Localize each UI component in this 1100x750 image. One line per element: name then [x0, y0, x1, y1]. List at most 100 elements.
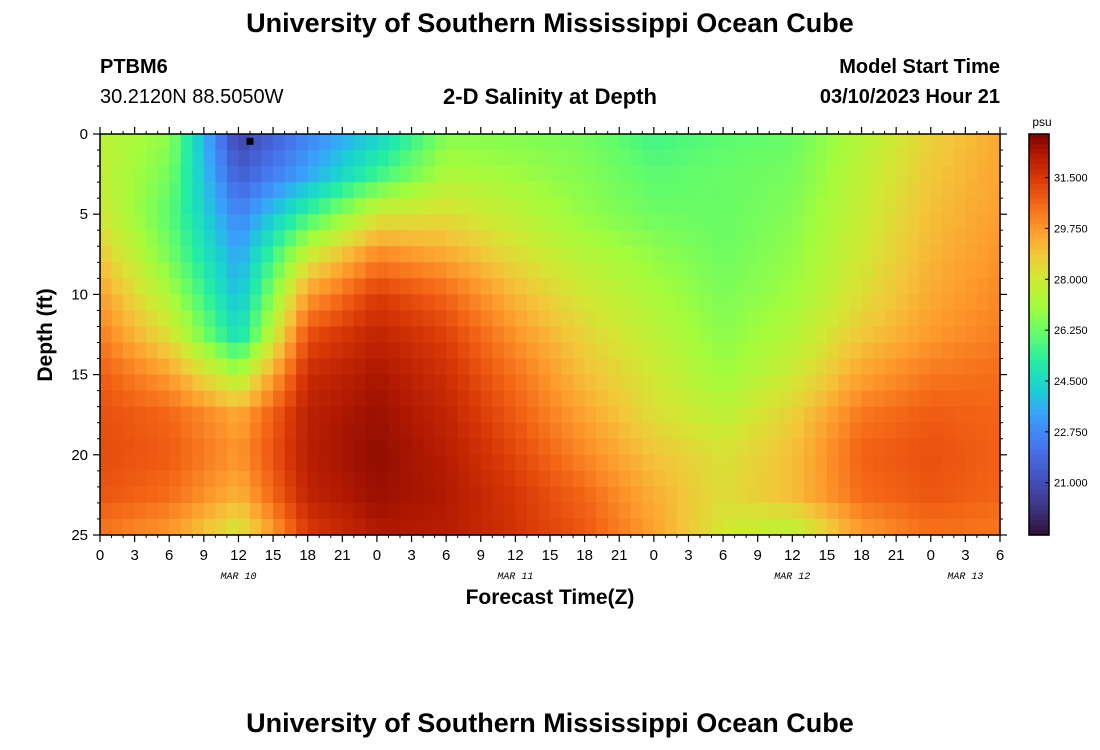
heatmap-cell [607, 390, 620, 408]
heatmap-cell [573, 470, 586, 488]
heatmap-cell [942, 438, 955, 456]
heatmap-cell [100, 278, 113, 295]
heatmap-cell [376, 310, 390, 328]
heatmap-cell [492, 310, 505, 328]
heatmap-cell [965, 166, 978, 183]
heatmap-cell [653, 342, 666, 360]
heatmap-cell [584, 422, 597, 440]
heatmap-cell [469, 390, 482, 408]
heatmap-cell [769, 470, 782, 488]
heatmap-cell [330, 470, 343, 488]
heatmap-cell [619, 518, 632, 536]
heatmap-cell [550, 486, 563, 504]
heatmap-cell [826, 518, 840, 536]
heatmap-cell [261, 518, 274, 536]
heatmap-cell [296, 262, 309, 279]
heatmap-cell [400, 310, 413, 328]
heatmap-cell [746, 486, 759, 504]
heatmap-cell [676, 454, 690, 472]
heatmap-cell [665, 518, 678, 536]
x-tick-label: 18 [576, 547, 593, 564]
heatmap-cell [423, 406, 436, 424]
heatmap-cell [284, 438, 297, 456]
heatmap-cell [353, 422, 366, 440]
heatmap-cell [307, 342, 320, 360]
heatmap-cell [873, 486, 886, 504]
heatmap-cell [907, 326, 920, 344]
heatmap-cell [319, 134, 332, 151]
colorbar-segment [1029, 289, 1049, 295]
heatmap-cell [596, 406, 609, 424]
heatmap-cell [550, 278, 563, 295]
heatmap-cell [365, 278, 378, 295]
heatmap-cell [838, 150, 851, 167]
heatmap-cell [965, 214, 978, 231]
heatmap-cell [446, 454, 459, 472]
heatmap-cell [769, 454, 782, 472]
x-tick-label: 9 [477, 547, 485, 564]
colorbar-segment [1029, 294, 1049, 301]
heatmap-cell [919, 326, 932, 344]
heatmap-cell [873, 134, 886, 151]
colorbar-segment [1029, 199, 1049, 205]
heatmap-cell [769, 214, 782, 231]
heatmap-cell [953, 182, 966, 199]
heatmap-cell [642, 246, 655, 263]
heatmap-cell [134, 342, 147, 360]
heatmap-cell [780, 262, 793, 279]
heatmap-cell [538, 246, 551, 263]
heatmap-cell [296, 454, 309, 472]
heatmap-cell [365, 150, 378, 167]
heatmap-cell [538, 342, 551, 360]
heatmap-cell [330, 406, 343, 424]
colorbar-segment [1029, 224, 1049, 230]
heatmap-cell [296, 374, 309, 392]
heatmap-cell [192, 294, 205, 312]
heatmap-cell [503, 486, 516, 504]
x-tick-label: 0 [650, 547, 658, 564]
x-tick-label: 15 [542, 547, 559, 564]
heatmap-cell [261, 390, 274, 408]
heatmap-cell [238, 518, 251, 536]
heatmap-cell [665, 198, 678, 215]
heatmap-cell [446, 326, 459, 344]
heatmap-cell [676, 166, 690, 183]
heatmap-cell [850, 246, 863, 263]
heatmap-cell [815, 166, 828, 183]
heatmap-cell [307, 182, 320, 199]
heatmap-cell [307, 422, 320, 440]
heatmap-cell [238, 486, 251, 504]
x-tick-label: 21 [611, 547, 628, 564]
heatmap-cell [653, 486, 666, 504]
heatmap-cell [388, 198, 401, 215]
heatmap-cell [134, 134, 147, 151]
heatmap-cell [111, 198, 124, 215]
heatmap-cell [503, 166, 516, 183]
colorbar-segment [1029, 429, 1049, 436]
heatmap-cell [273, 310, 286, 328]
heatmap-cell [930, 486, 943, 504]
heatmap-cell [573, 454, 586, 472]
heatmap-cell [342, 214, 355, 231]
model-start-value: 03/10/2023 Hour 21 [819, 86, 1000, 108]
heatmap-cell [123, 166, 136, 183]
heatmap-cell [353, 310, 366, 328]
heatmap-cell [757, 518, 770, 536]
colorbar-segment [1029, 264, 1049, 270]
colorbar-tick-label: 26.250 [1054, 325, 1088, 337]
heatmap-cell [734, 134, 747, 151]
heatmap-cell [215, 438, 228, 456]
heatmap-cell [526, 150, 540, 167]
heatmap-cell [711, 294, 724, 312]
heatmap-cell [538, 166, 551, 183]
heatmap-cell [250, 342, 263, 360]
heatmap-cell [526, 262, 540, 279]
heatmap-cell [503, 246, 516, 263]
heatmap-cell [780, 390, 793, 408]
heatmap-cell [446, 278, 459, 295]
heatmap-cell [550, 374, 563, 392]
heatmap-cell [573, 198, 586, 215]
heatmap-cell [561, 374, 574, 392]
heatmap-cell [596, 166, 609, 183]
heatmap-cell [757, 294, 770, 312]
